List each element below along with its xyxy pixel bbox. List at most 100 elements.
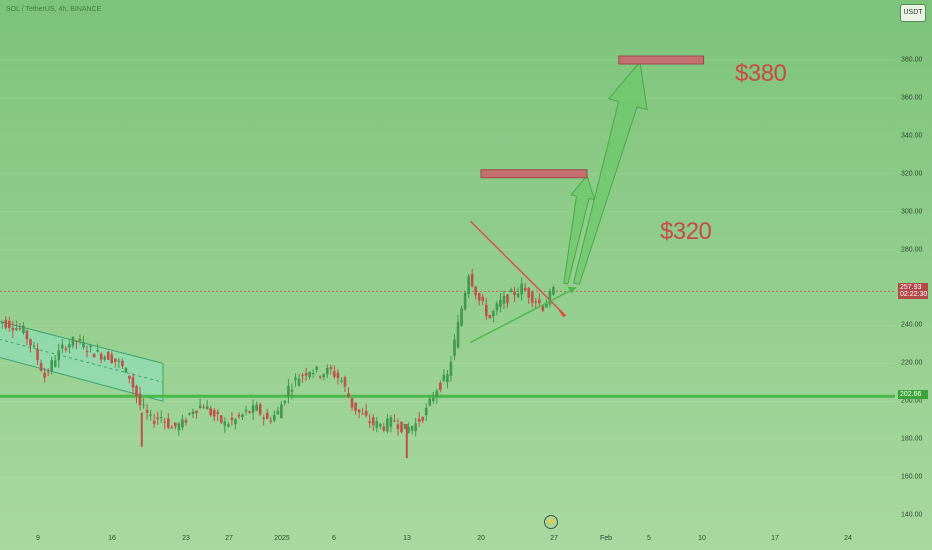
candle-body [85, 351, 89, 353]
y-tick-label: 180.00 [901, 435, 923, 443]
candle-body [488, 315, 492, 319]
triangle-upper-arrowhead [557, 308, 566, 317]
y-tick-label: 200.00 [901, 397, 923, 405]
candle-body [131, 377, 135, 388]
support-price-label: 202.66 [900, 391, 922, 399]
candle-body [163, 421, 167, 423]
lightning-icon[interactable]: ⚡ [544, 515, 558, 529]
currency-badge[interactable]: USDT [900, 4, 926, 22]
triangle-lower-arrowhead [567, 286, 577, 294]
candle-body [15, 327, 18, 330]
candle-body [382, 426, 386, 431]
y-tick-label: 140.00 [901, 511, 923, 519]
x-tick-label: 9 [36, 535, 40, 542]
candle-body [361, 413, 364, 415]
candle-body [410, 426, 414, 431]
candle-body [417, 418, 421, 422]
candle-body [446, 374, 449, 383]
candle-body [456, 322, 460, 348]
candle-body [170, 427, 174, 429]
y-tick-label: 240.00 [901, 321, 923, 329]
candle-body [513, 291, 516, 296]
candle-body [103, 356, 106, 360]
candle-body [407, 427, 410, 433]
candle-body [432, 397, 435, 402]
x-tick-label: 27 [225, 535, 233, 542]
target-320-label: $320 [660, 217, 712, 245]
candle-body [538, 299, 541, 304]
candle-body [68, 344, 71, 348]
candle-body [304, 372, 308, 376]
projection-arrow [563, 174, 596, 285]
candle-body [110, 354, 114, 363]
candle-body [177, 423, 181, 431]
candle-body [152, 420, 156, 424]
y-tick-label: 220.00 [901, 359, 923, 367]
candle-body [322, 374, 326, 378]
candle-body [195, 410, 198, 413]
candle-body [156, 417, 159, 419]
candle-body [36, 348, 39, 361]
candle-body [460, 308, 463, 326]
candle-body [343, 377, 347, 387]
candle-body [32, 345, 36, 347]
candle-body [467, 276, 470, 295]
x-tick-label: 17 [771, 535, 779, 542]
candle-body [184, 420, 188, 423]
candle-body [212, 409, 216, 417]
candle-body [495, 303, 499, 311]
x-tick-label: 2025 [274, 535, 290, 542]
candle-body [216, 412, 220, 414]
candle-body [290, 389, 294, 392]
candle-body [357, 409, 361, 413]
y-tick-label: 280.00 [901, 246, 923, 254]
candle-body [39, 363, 43, 371]
candle-body [188, 413, 191, 415]
candle-body [0, 322, 4, 324]
candle-body [326, 367, 329, 375]
candle-body [297, 378, 301, 386]
target-380-label: $380 [735, 60, 787, 87]
candle-body [209, 408, 212, 416]
candle-body [350, 397, 354, 408]
candle-body [18, 328, 22, 330]
candle-body [375, 421, 379, 428]
candle-body [53, 360, 57, 367]
candle-body [46, 371, 50, 373]
candle-body [251, 405, 255, 413]
candle-body [167, 418, 170, 428]
candle-body [386, 418, 389, 432]
candle-body [22, 325, 25, 333]
candle-body [64, 348, 68, 350]
candle-body [198, 405, 202, 409]
candle-body [89, 345, 92, 347]
candle-body [145, 410, 149, 413]
candle-body [371, 417, 375, 425]
candle-body [368, 421, 371, 423]
candle-body [159, 417, 163, 419]
current-price-label: 257.93 [900, 284, 922, 292]
x-tick-label: 10 [698, 535, 706, 542]
candle-body [527, 288, 530, 298]
x-tick-label: 20 [477, 535, 485, 542]
candle-body [403, 424, 407, 429]
candle-body [439, 382, 442, 390]
candle-body [379, 423, 382, 427]
y-tick-label: 360.00 [901, 94, 923, 102]
y-tick-label: 340.00 [901, 132, 923, 140]
candle-body [318, 376, 322, 378]
candle-body [273, 414, 276, 421]
candle-body [492, 311, 495, 317]
candle-body [485, 304, 488, 317]
candle-body [202, 407, 205, 409]
x-tick-label: 24 [844, 535, 852, 542]
candle-body [248, 411, 251, 413]
candle-body [364, 411, 368, 416]
candle-body [241, 414, 244, 418]
target-box [618, 55, 705, 65]
candle-body [78, 338, 82, 342]
candle-body [61, 344, 64, 349]
y-tick-label: 380.00 [901, 56, 923, 64]
candle-body [121, 360, 124, 367]
